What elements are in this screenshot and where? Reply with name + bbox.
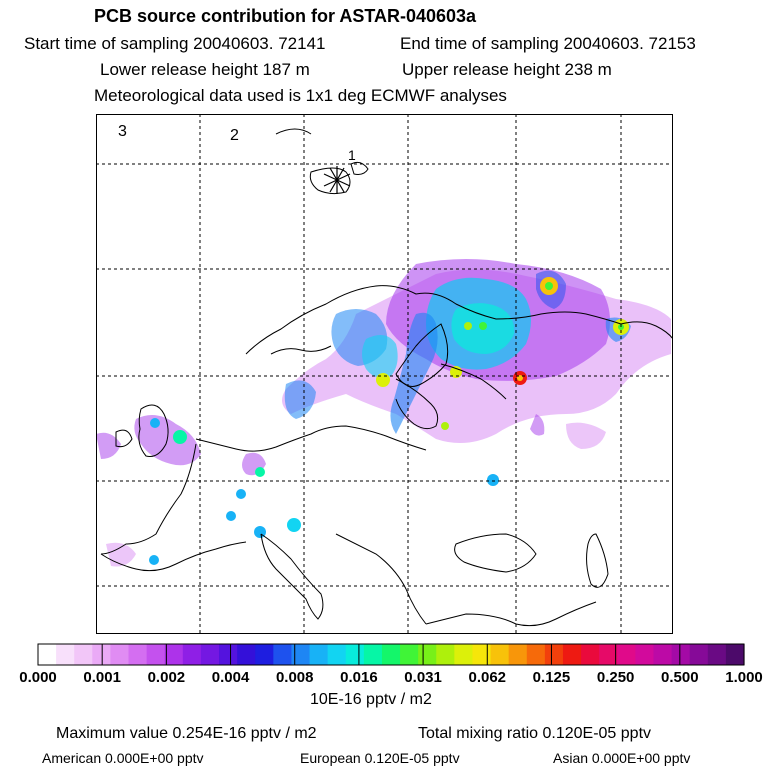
- colorbar-cell: [345, 644, 365, 665]
- colorbar: [37, 643, 745, 666]
- colorbar-cell: [56, 644, 75, 665]
- plume-field: [96, 259, 671, 567]
- map-panel: 3 2 1: [96, 114, 673, 634]
- colorbar-tick-label: 0.500: [661, 669, 699, 686]
- colorbar-cell: [381, 644, 401, 665]
- colorbar-ticks: [37, 644, 745, 665]
- colorbar-cell: [327, 644, 347, 665]
- lower-height-label: Lower release height 187 m: [100, 60, 310, 79]
- colorbar-tick-label: 1.000: [725, 669, 763, 686]
- american-contribution: American 0.000E+00 pptv: [42, 750, 204, 766]
- start-time-label: Start time of sampling 20040603. 72141: [24, 34, 326, 53]
- colorbar-cell: [725, 644, 745, 665]
- colorbar-cell: [599, 644, 618, 665]
- colorbar-tick-label: 0.016: [340, 669, 378, 686]
- colorbar-tick-label: 0.250: [596, 669, 635, 686]
- colorbar-cell: [291, 644, 311, 665]
- colorbar-cell: [508, 644, 528, 665]
- colorbar-tick-label: 0.008: [275, 669, 314, 686]
- colorbar-cell: [544, 644, 564, 665]
- colorbar-frame: [37, 643, 745, 666]
- colorbar-units: 10E-16 pptv / m2: [310, 691, 432, 708]
- colorbar-tick-label: 0.125: [532, 669, 571, 686]
- corner-label-1: 1: [348, 147, 356, 163]
- coastlines: [100, 128, 673, 627]
- colorbar-tick-label: 0.004: [211, 669, 250, 686]
- colorbar-cell: [436, 644, 455, 665]
- corner-label-3: 3: [118, 123, 127, 140]
- colorbar-tick-label: 0.000: [19, 669, 57, 686]
- colorbar-cell: [237, 644, 256, 665]
- asian-contribution: Asian 0.000E+00 pptv: [553, 750, 691, 766]
- total-mixing-label: Total mixing ratio 0.120E-05 pptv: [418, 725, 652, 742]
- colorbar-cell: [707, 644, 727, 665]
- colorbar-cells: [38, 644, 745, 665]
- colorbar-cell: [635, 644, 655, 665]
- colorbar-cell: [418, 644, 437, 665]
- max-value-label: Maximum value 0.254E-16 pptv / m2: [56, 725, 317, 742]
- colorbar-tick-label: 0.001: [83, 669, 121, 686]
- colorbar-cell: [309, 644, 329, 665]
- colorbar-cell: [617, 644, 636, 665]
- colorbar-cell: [200, 644, 220, 665]
- receptor-star-icon: [323, 166, 351, 194]
- colorbar-cell: [128, 644, 148, 665]
- colorbar-cell: [164, 644, 184, 665]
- colorbar-tick-label: 0.002: [147, 669, 186, 686]
- end-time-label: End time of sampling 20040603. 72153: [400, 34, 696, 53]
- colorbar-cell: [490, 644, 510, 665]
- colorbar-cell: [581, 644, 600, 665]
- colorbar-cell: [110, 644, 130, 665]
- colorbar-cell: [74, 644, 93, 665]
- colorbar-cell: [689, 644, 709, 665]
- colorbar-cell: [255, 644, 274, 665]
- lat-lon-grid: [96, 114, 673, 634]
- colorbar-cell: [671, 644, 691, 665]
- map-frame: [96, 114, 673, 634]
- colorbar-cell: [273, 644, 293, 665]
- colorbar-cell: [38, 644, 57, 665]
- met-data-label: Meteorological data used is 1x1 deg ECMW…: [94, 86, 507, 105]
- colorbar-cell: [526, 644, 546, 665]
- colorbar-cell: [182, 644, 202, 665]
- colorbar-cell: [562, 644, 582, 665]
- upper-height-label: Upper release height 238 m: [402, 60, 612, 79]
- european-contribution: European 0.120E-05 pptv: [300, 750, 460, 766]
- colorbar-tick-label: 0.062: [468, 669, 507, 686]
- plot-title: PCB source contribution for ASTAR-040603…: [94, 6, 477, 26]
- colorbar-cell: [472, 644, 492, 665]
- colorbar-cell: [363, 644, 383, 665]
- colorbar-cell: [92, 644, 112, 665]
- colorbar-cell: [400, 644, 419, 665]
- colorbar-cell: [653, 644, 673, 665]
- colorbar-tick-label: 0.031: [404, 669, 442, 686]
- colorbar-cell: [454, 644, 474, 665]
- colorbar-cell: [146, 644, 166, 665]
- colorbar-cell: [219, 644, 238, 665]
- corner-label-2: 2: [230, 127, 239, 144]
